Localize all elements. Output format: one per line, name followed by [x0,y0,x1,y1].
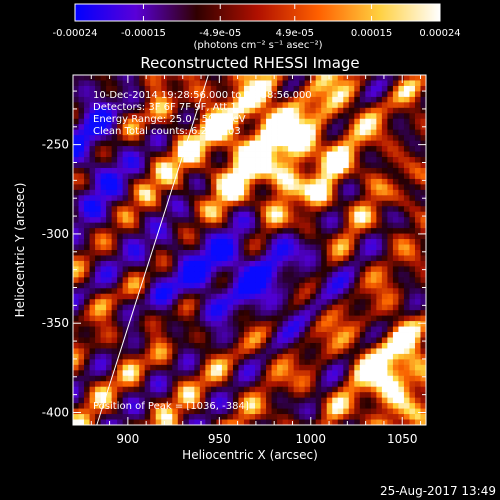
y-axis: -250 -300 -350 -400 [42,90,426,420]
colorbar-tick-label: -0.00024 [53,28,98,39]
y-tick-label: -400 [42,406,69,420]
info-line-detectors: Detectors: 3F 6F 7F 9F, Att 1 [93,102,237,113]
colorbar-tick-label: 0.00024 [419,28,460,39]
colorbar-unit-label: (photons cm⁻² s⁻¹ asec⁻²) [193,40,322,51]
x-tick-label: 900 [116,432,139,446]
colorbar-tick-label: 4.9e-05 [276,28,314,39]
timestamp: 25-Aug-2017 13:49 [380,484,496,498]
solar-limb-line [96,75,209,425]
info-line-energy: Energy Range: 25.0 - 50.0 keV [93,114,246,125]
colorbar [74,3,441,22]
x-tick-label: 1050 [387,432,418,446]
colorbar-tick-label: -0.00015 [121,28,166,39]
y-tick-label: -300 [42,227,69,241]
colorbar-ticks: -0.00024 -0.00015 -4.9e-05 4.9e-05 0.00015 0.… [53,4,461,39]
x-axis-label: Heliocentric X (arcsec) [182,448,318,462]
y-tick-label: -250 [42,138,69,152]
x-axis: 900 950 1000 1050 [90,75,422,446]
x-tick-label: 1000 [295,432,326,446]
x-tick-label: 950 [208,432,231,446]
info-line-time: 10-Dec-2014 19:28:56.000 to 19:38:56.000 [93,90,312,101]
colorbar-tick-label: 0.00015 [351,28,392,39]
y-tick-label: -350 [42,316,69,330]
plot-frame [72,74,427,426]
colorbar-tick-label: -4.9e-05 [199,28,241,39]
heatmap-image [73,75,426,425]
peak-position-label: Position of Peak = [1036, -384] [93,401,249,412]
plot-title: Reconstructed RHESSI Image [140,54,359,72]
info-line-counts: Clean Total counts: 6.25E+03 [93,126,241,137]
y-axis-label: Heliocentric Y (arcsec) [13,183,27,318]
